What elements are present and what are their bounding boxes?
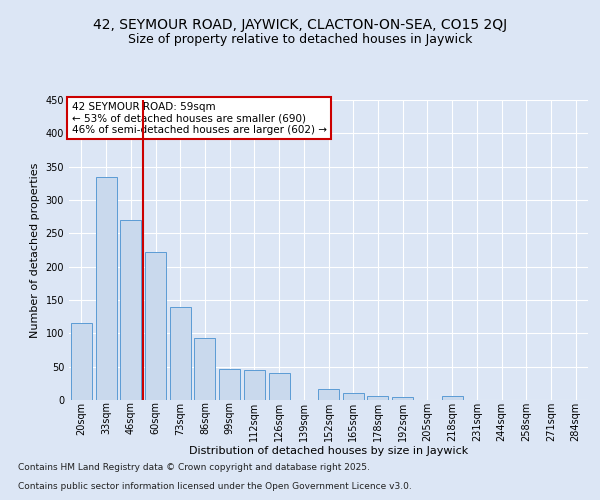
Bar: [343, 394, 364, 400]
Bar: [392, 396, 413, 400]
Bar: [442, 396, 463, 400]
Text: 42 SEYMOUR ROAD: 59sqm
← 53% of detached houses are smaller (690)
46% of semi-de: 42 SEYMOUR ROAD: 59sqm ← 53% of detached…: [71, 102, 326, 134]
Text: Contains public sector information licensed under the Open Government Licence v3: Contains public sector information licen…: [18, 482, 412, 491]
Bar: [367, 396, 388, 400]
Bar: [71, 324, 92, 400]
Bar: [95, 176, 116, 400]
Text: 42, SEYMOUR ROAD, JAYWICK, CLACTON-ON-SEA, CO15 2QJ: 42, SEYMOUR ROAD, JAYWICK, CLACTON-ON-SE…: [93, 18, 507, 32]
Bar: [269, 374, 290, 400]
Bar: [120, 220, 141, 400]
Text: Size of property relative to detached houses in Jaywick: Size of property relative to detached ho…: [128, 32, 472, 46]
X-axis label: Distribution of detached houses by size in Jaywick: Distribution of detached houses by size …: [189, 446, 468, 456]
Bar: [194, 338, 215, 400]
Bar: [318, 390, 339, 400]
Text: Contains HM Land Registry data © Crown copyright and database right 2025.: Contains HM Land Registry data © Crown c…: [18, 464, 370, 472]
Bar: [145, 252, 166, 400]
Bar: [219, 370, 240, 400]
Y-axis label: Number of detached properties: Number of detached properties: [30, 162, 40, 338]
Bar: [244, 370, 265, 400]
Bar: [170, 306, 191, 400]
